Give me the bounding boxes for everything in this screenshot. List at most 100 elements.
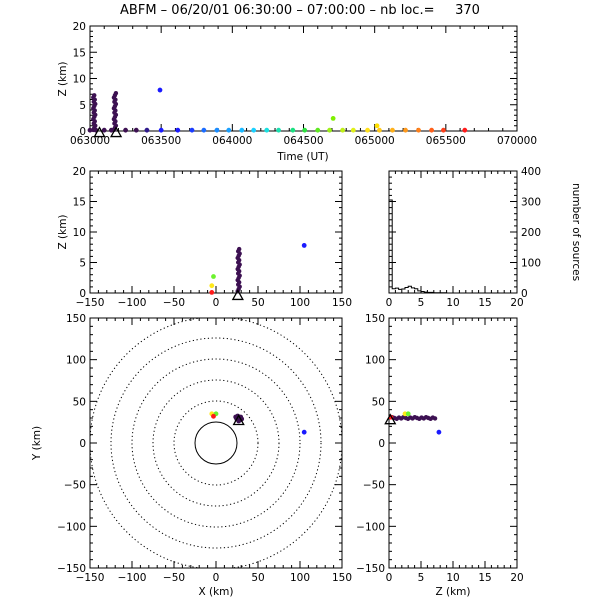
z-y-station-triangle — [384, 413, 397, 425]
time-height-source-point — [374, 123, 380, 129]
time-height-source-point — [87, 127, 93, 133]
time-height-panel: Time (UT) Z (km) 063000 063500 064000 06450… — [57, 21, 537, 163]
x-y-range-ring — [173, 400, 259, 486]
z-y-xtick-label: 10 — [446, 572, 459, 584]
histogram-xtick-label: 15 — [478, 297, 491, 309]
histogram-ytick-label: 300 — [521, 197, 541, 209]
time-height-source-point — [462, 127, 468, 133]
time-height-xtick-label: 070000 — [497, 135, 537, 147]
x-z-station-triangle — [231, 289, 244, 301]
time-height-source-point — [108, 127, 114, 133]
z-y-cluster-point — [432, 416, 438, 421]
time-height-ylabel: Z (km) — [57, 61, 69, 96]
time-height-source-point — [330, 116, 336, 121]
x-z-xtick-label: −150 — [76, 297, 105, 309]
histogram-ylabel: number of sources — [570, 183, 582, 281]
x-y-xtick-label: −50 — [163, 572, 185, 584]
time-height-source-point — [315, 127, 321, 133]
z-y-xtick-label: 15 — [478, 572, 491, 584]
x-z-source-point — [209, 289, 215, 295]
time-height-xlabel: Time (UT) — [276, 151, 328, 163]
histogram-ytick-label: 100 — [521, 258, 541, 270]
x-z-xtick-label: −50 — [163, 297, 185, 309]
x-y-ylabel: Y (km) — [31, 426, 43, 461]
x-z-source-point — [209, 283, 215, 289]
x-y-ytick-label: −100 — [57, 521, 86, 533]
x-y-cluster-point — [236, 418, 242, 424]
x-z-panel: Z (km) −150 −100 −50 0 50 100 150 0 5 10 15 20 — [57, 166, 352, 309]
time-height-source-point — [264, 127, 270, 133]
time-height-source-cluster — [111, 91, 119, 133]
time-height-source-point — [123, 127, 128, 133]
histogram-xtick-label: 5 — [418, 297, 425, 309]
time-height-source-cluster — [91, 93, 98, 133]
time-height-source-point — [101, 127, 107, 133]
x-z-xtick-label: −100 — [118, 297, 147, 309]
z-y-source-cluster — [390, 415, 438, 421]
z-y-frame — [388, 317, 518, 569]
x-y-ytick-label: −150 — [57, 563, 86, 575]
histogram-frame — [388, 170, 518, 294]
z-y-ytick-label: 0 — [378, 438, 385, 450]
x-y-frame — [89, 317, 343, 569]
x-z-xtick-label: 150 — [332, 297, 352, 309]
time-height-source-point — [290, 127, 296, 133]
z-y-xtick-label: 0 — [386, 572, 393, 584]
time-height-source-point — [158, 127, 164, 133]
x-z-xtick-label: 0 — [213, 297, 220, 309]
time-height-source-point — [302, 127, 308, 133]
time-height-xtick-label: 065000 — [355, 135, 395, 147]
time-height-source-point — [226, 127, 232, 133]
time-height-xtick-label: 063500 — [141, 135, 181, 147]
z-y-ytick-label: −100 — [356, 521, 385, 533]
histogram-xtick-label: 20 — [510, 297, 523, 309]
x-y-source-point — [301, 429, 307, 435]
x-z-frame — [89, 170, 343, 294]
x-y-range-ring — [90, 318, 342, 568]
histogram-bars — [388, 199, 517, 294]
time-height-ytick-label: 20 — [73, 21, 86, 33]
z-y-xtick-label: 20 — [510, 572, 523, 584]
histogram-ytick-label: 0 — [521, 288, 528, 300]
z-y-source-point — [405, 411, 411, 417]
x-y-xtick-label: −150 — [76, 572, 105, 584]
time-height-source-point — [340, 127, 346, 133]
x-y-range-ring — [194, 421, 238, 465]
x-y-xtick-label: 0 — [213, 572, 220, 584]
time-height-ytick-label: 0 — [79, 126, 86, 138]
time-height-station-triangle — [93, 126, 106, 138]
time-height-ytick-label: 15 — [73, 47, 86, 59]
x-y-range-ring — [131, 358, 301, 528]
z-y-panel: Z (km) 0 5 10 15 20 −150 −100 −50 0 50 100 150 — [356, 313, 524, 598]
time-height-source-point — [189, 127, 195, 133]
z-y-ytick-label: −150 — [356, 563, 385, 575]
z-y-xlabel: Z (km) — [435, 586, 470, 598]
time-height-xtick-label: 064500 — [283, 135, 323, 147]
time-height-cluster-point — [113, 91, 119, 96]
x-y-xlabel: X (km) — [198, 586, 233, 598]
page-title: ABFM – 06/20/01 06:30:00 – 07:00:00 – nb… — [120, 3, 480, 18]
x-y-ytick-label: 50 — [73, 396, 86, 408]
x-z-ytick-label: 20 — [73, 166, 86, 178]
x-z-ytick-label: 10 — [73, 227, 86, 239]
x-z-ylabel: Z (km) — [57, 214, 69, 249]
z-y-ytick-label: −50 — [363, 480, 385, 492]
time-height-source-point — [144, 127, 150, 133]
x-y-ytick-label: 0 — [79, 438, 86, 450]
time-height-source-point — [365, 127, 370, 133]
x-y-xtick-label: 150 — [332, 572, 352, 584]
histogram-xtick-label: 10 — [446, 297, 459, 309]
time-height-ytick-label: 5 — [79, 100, 86, 112]
time-height-source-point — [390, 127, 395, 133]
x-y-ytick-label: −50 — [64, 480, 86, 492]
time-height-ytick-label: 10 — [73, 74, 86, 86]
x-z-source-cluster — [235, 246, 242, 294]
x-y-range-ring — [110, 337, 322, 549]
histogram-xtick-label: 0 — [386, 297, 393, 309]
z-y-ytick-label: 100 — [365, 355, 385, 367]
x-y-ytick-label: 150 — [66, 313, 86, 325]
histogram-ytick-label: 400 — [521, 166, 541, 178]
time-height-frame — [89, 25, 518, 132]
x-y-panel: X (km) Y (km) −150 −100 −50 0 50 100 150 −150 −1… — [31, 313, 352, 598]
